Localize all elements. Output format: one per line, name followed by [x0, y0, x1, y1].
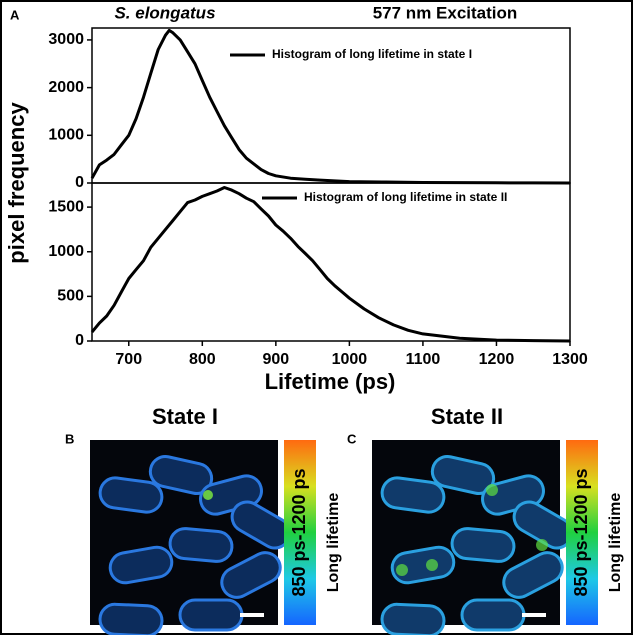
y-tick-label: 0 [75, 332, 84, 349]
panel-title: State II [431, 404, 503, 429]
y-tick-label: 1500 [48, 198, 84, 215]
cell [380, 476, 446, 514]
legend-label: Histogram of long lifetime in state II [304, 190, 507, 204]
x-tick-label: 700 [115, 351, 142, 368]
cell [98, 476, 164, 514]
side-label: Long lifetime [607, 493, 624, 593]
cell [460, 598, 526, 632]
green-spot [396, 564, 408, 576]
colorbar [284, 440, 316, 625]
cell [450, 527, 516, 563]
y-axis-label: pixel frequency [4, 102, 29, 264]
cell [502, 551, 564, 599]
colorbar-label: 850 ps-1200 ps [289, 468, 309, 596]
y-tick-label: 0 [75, 174, 84, 191]
cell [390, 545, 456, 585]
cells [98, 455, 292, 638]
panel-title: State I [152, 404, 218, 429]
x-tick-label: 900 [262, 351, 289, 368]
colorbar-label: 850 ps-1200 ps [571, 468, 591, 596]
data-line [90, 186, 571, 343]
cell [168, 527, 234, 563]
x-tick-label: 1300 [552, 351, 588, 368]
green-spot [486, 484, 498, 496]
panel-label: A [10, 7, 20, 22]
subtitle: 577 nm Excitation [373, 3, 518, 22]
cell [430, 455, 496, 495]
y-tick-label: 500 [57, 288, 84, 305]
cell [148, 455, 214, 495]
cells [380, 455, 574, 638]
panel-label: C [347, 431, 357, 446]
x-tick-label: 1100 [406, 351, 441, 368]
x-tick-label: 1200 [479, 351, 515, 368]
panel-label: B [65, 431, 74, 446]
x-axis-label: Lifetime (ps) [265, 369, 396, 394]
plot-frame [91, 182, 571, 342]
cell [178, 598, 244, 632]
scale-bar [522, 613, 546, 617]
green-spot [426, 559, 438, 571]
scale-bar [240, 613, 264, 617]
cell [220, 551, 282, 599]
green-spot [536, 539, 548, 551]
green-spot [203, 490, 213, 500]
y-tick-label: 2000 [48, 79, 84, 96]
y-tick-label: 1000 [48, 127, 84, 144]
cell [98, 602, 164, 638]
legend-label: Histogram of long lifetime in state I [272, 47, 472, 61]
cell [108, 545, 174, 585]
cell [380, 602, 446, 638]
x-tick-label: 800 [189, 351, 216, 368]
y-tick-label: 3000 [48, 31, 84, 48]
colorbar [566, 440, 598, 625]
side-label: Long lifetime [325, 493, 342, 593]
y-tick-label: 1000 [48, 243, 84, 260]
data-line [90, 28, 571, 185]
x-tick-label: 1000 [332, 351, 368, 368]
title: S. elongatus [114, 3, 215, 22]
